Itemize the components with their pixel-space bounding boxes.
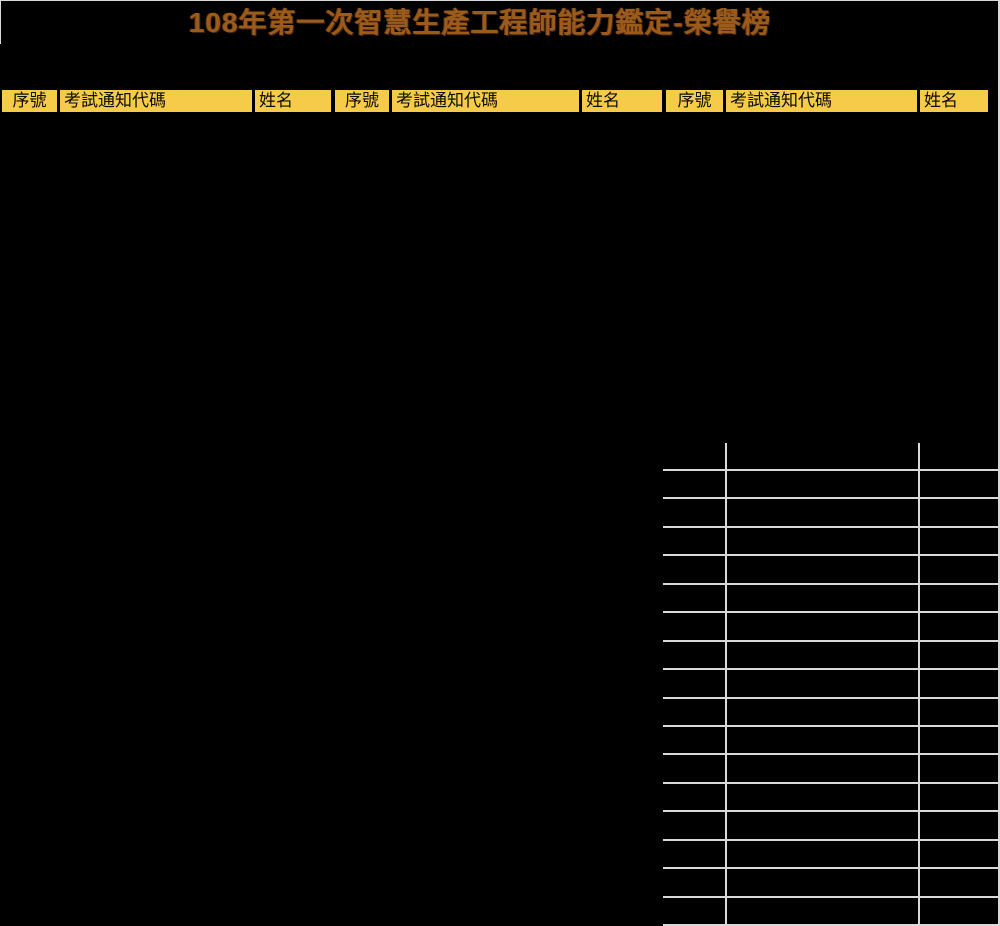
grid-row-line (663, 753, 1000, 755)
header-cell-code-3: 考試通知代碼 (726, 90, 917, 112)
grid-row-line (663, 497, 1000, 499)
grid-row-line (663, 611, 1000, 613)
grid-column-line (918, 443, 920, 926)
grid-row-line (663, 810, 1000, 812)
grid-row-line (663, 668, 1000, 670)
header-cell-code-1: 考試通知代碼 (60, 90, 252, 112)
header-cell-serial-2: 序號 (335, 90, 389, 112)
grid-row-line (663, 697, 1000, 699)
header-cell-name-2: 姓名 (582, 90, 662, 112)
header-cell-code-2: 考試通知代碼 (392, 90, 579, 112)
grid-column-line (725, 443, 727, 926)
header-cell-serial-1: 序號 (2, 90, 57, 112)
table-header-row: 序號 考試通知代碼 姓名 序號 考試通知代碼 姓名 序號 考試通知代碼 姓名 (0, 44, 990, 112)
grid-row-line (663, 583, 1000, 585)
grid-row-line (663, 924, 1000, 926)
sheet-right-border-line (998, 0, 1000, 926)
sheet-top-border-line (0, 0, 1000, 1)
grid-row-line (663, 526, 1000, 528)
sheet-left-border-line (0, 0, 1, 44)
grid-row-line (663, 640, 1000, 642)
grid-row-line (663, 554, 1000, 556)
grid-row-line (663, 839, 1000, 841)
grid-row-line (663, 725, 1000, 727)
grid-row-line (663, 469, 1000, 471)
grid-row-line (663, 896, 1000, 898)
header-cell-serial-3: 序號 (666, 90, 723, 112)
grid-row-line (663, 867, 1000, 869)
grid-row-line (663, 782, 1000, 784)
header-cell-name-3: 姓名 (920, 90, 988, 112)
page-title: 108年第一次智慧生產工程師能力鑑定-榮譽榜 (188, 7, 772, 38)
header-cell-name-1: 姓名 (255, 90, 331, 112)
